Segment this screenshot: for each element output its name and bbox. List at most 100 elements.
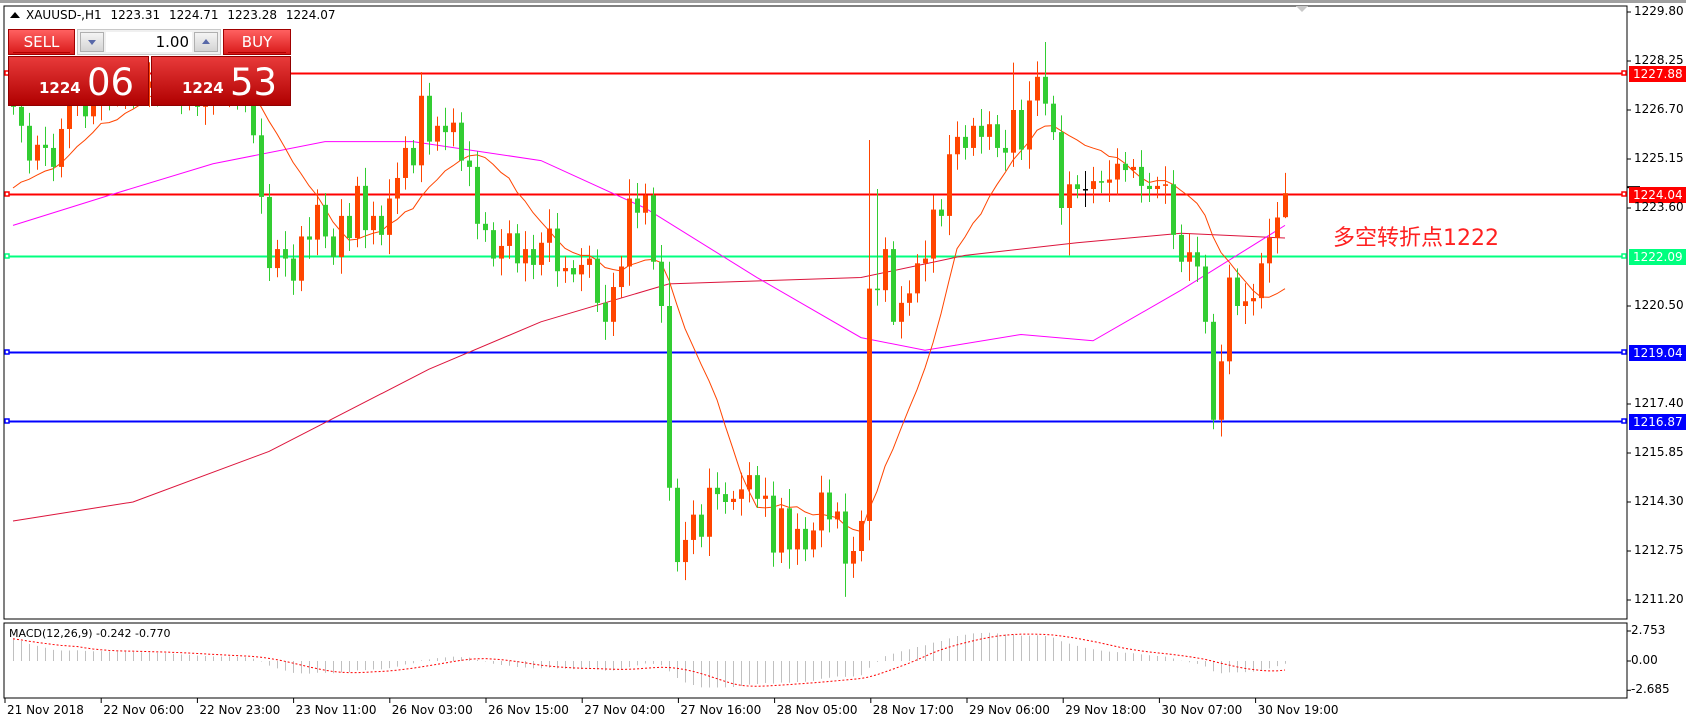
candle-body [723,494,728,502]
ma-mid-line [12,141,1286,351]
candle-body [891,249,896,322]
candle-body [1019,110,1024,150]
macd-tick-label: -2.685 [1631,682,1670,697]
candle-body [371,215,376,231]
collapse-triangle-icon[interactable] [10,12,20,18]
candle-body [555,228,560,272]
chart-shift-marker-icon[interactable] [1296,6,1308,12]
chart-header: XAUUSD-,H1 1223.31 1224.71 1223.28 1224.… [10,8,340,22]
candle [1123,152,1128,182]
candle [539,232,544,276]
buy-button[interactable]: BUY [223,29,291,55]
candle [683,521,688,581]
buy-price-box[interactable]: 1224 53 [151,56,291,106]
candle-body [843,511,848,564]
lot-size-input[interactable]: 1.00 [106,32,192,52]
level-handle-right [1621,253,1627,259]
arrow-up-icon [202,39,210,44]
candle-body [35,144,40,161]
candle [339,199,344,274]
candle-body [1115,163,1120,180]
candle [971,117,976,156]
candle-body [707,487,712,537]
candle-body [915,263,920,294]
time-tick-label: 30 Nov 07:00 [1161,703,1243,717]
level-price-label[interactable]: 1222.09 [1629,248,1686,265]
candle [659,244,664,323]
candle-body [91,103,96,117]
level-price-label[interactable]: 1224.04 [1629,186,1686,203]
sell-button[interactable]: SELL [8,29,75,55]
sell-price-prefix: 1224 [39,79,81,97]
candle [611,272,616,337]
candle [1131,159,1136,178]
candle-body [27,125,32,161]
candle [1187,232,1192,282]
lot-decrease-button[interactable] [80,32,104,52]
candle-body [291,258,296,281]
candle [1283,172,1288,219]
candle-body [539,242,544,265]
candle [307,217,312,259]
candle-body [43,144,48,148]
candle [1035,61,1040,117]
candle [1083,171,1088,208]
candle-body [987,124,992,137]
candle [1211,313,1216,430]
candle [947,134,952,236]
candle-body [467,160,472,167]
bar-close: 1224.07 [285,8,336,22]
candle-body [907,293,912,303]
level-price-label[interactable]: 1219.04 [1629,344,1686,361]
candle [323,193,328,249]
pivot-annotation[interactable]: 多空转折点1222 [1333,226,1499,251]
candle-body [1139,166,1144,186]
candle [411,140,416,174]
candle-body [771,495,776,553]
candle [331,228,336,265]
candle [491,222,496,267]
candle [715,472,720,510]
candle [419,72,424,183]
lot-increase-button[interactable] [194,32,218,52]
sell-price-box[interactable]: 1224 06 [8,56,149,106]
candle [1267,218,1272,283]
level-handle-right [1621,349,1627,355]
candle [1027,81,1032,169]
candle-body [275,249,280,269]
candle-body [1187,252,1192,262]
axis-ticks [4,11,1640,703]
candle-body [499,245,504,259]
level-handle-left [4,418,10,424]
candle-body [691,514,696,540]
candle-body [1011,110,1016,153]
candle-body [1243,301,1248,306]
candle-body [523,249,528,264]
candle-body [379,215,384,235]
candle [315,189,320,256]
bar-low: 1223.28 [227,8,278,22]
candle-body [979,125,984,137]
candle [667,261,672,501]
candle-body [1027,100,1032,150]
candle [939,199,944,227]
price-tick-label: 1215.85 [1634,445,1684,459]
level-price-label[interactable]: 1227.88 [1629,65,1686,82]
lot-size-stepper[interactable]: 1.00 [77,29,221,55]
candle [483,212,488,242]
bar-open: 1223.31 [110,8,161,22]
candle-body [787,508,792,550]
candle [507,220,512,259]
candle-body [867,288,872,521]
candle-body [651,195,656,262]
candle-body [619,266,624,288]
candle-body [795,528,800,550]
candle-body [1235,277,1240,306]
level-price-label[interactable]: 1216.87 [1629,413,1686,430]
candle-body [611,287,616,322]
candle [427,82,432,155]
time-tick-label: 22 Nov 23:00 [199,703,281,717]
candle-body [59,128,64,167]
candle [859,510,864,562]
